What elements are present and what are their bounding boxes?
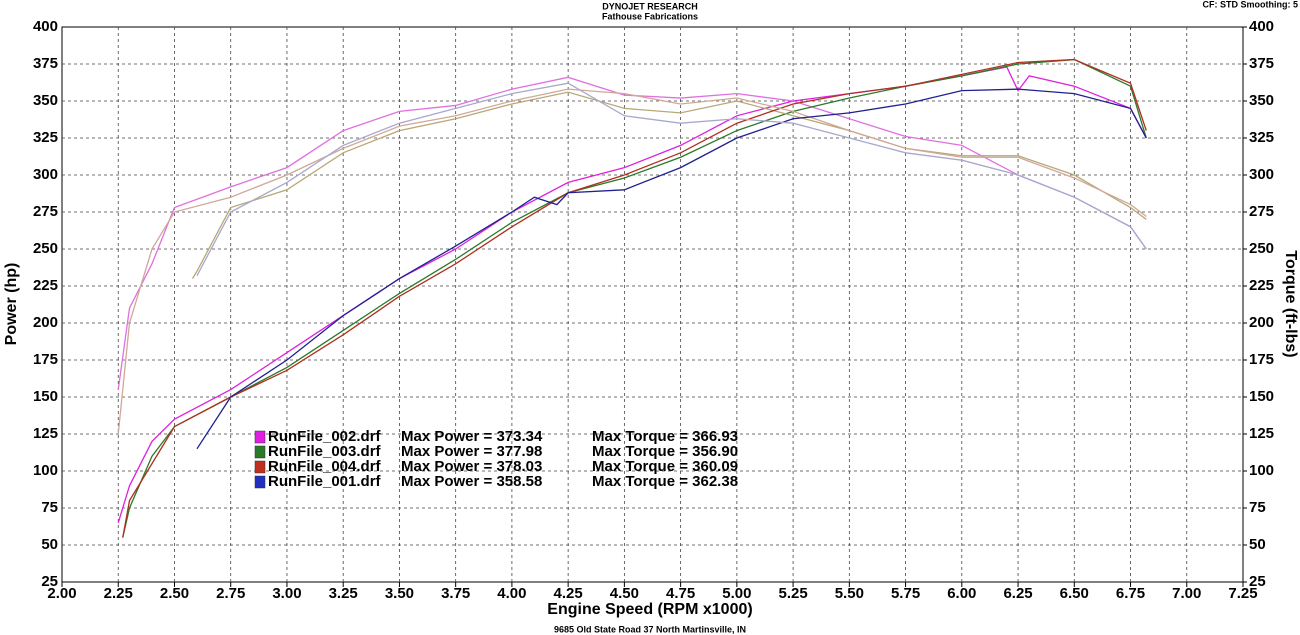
y2-tick-label: 150	[1249, 388, 1274, 405]
y2-tick-label: 200	[1249, 314, 1274, 331]
y2-tick-label: 25	[1249, 573, 1266, 590]
x-tick-label: 6.50	[1060, 585, 1089, 602]
y2-tick-label: 275	[1249, 203, 1274, 220]
company: DYNOJET RESEARCH	[602, 1, 698, 11]
customer: Fathouse Fabrications	[602, 11, 698, 21]
x-tick-label: 5.50	[835, 585, 864, 602]
y2-tick-label: 100	[1249, 462, 1274, 479]
settings: CF: STD Smoothing: 5	[1203, 0, 1299, 9]
legend-file: RunFile_004.drf	[268, 458, 382, 475]
legend-torque: Max Torque = 366.93	[592, 428, 738, 445]
y2-tick-label: 325	[1249, 129, 1274, 146]
x-tick-label: 4.00	[497, 585, 526, 602]
x-tick-label: 2.00	[47, 585, 76, 602]
plot-frame	[61, 26, 1244, 583]
torque-line	[117, 76, 1147, 390]
y2-tick-label: 250	[1249, 240, 1274, 257]
legend-torque: Max Torque = 362.38	[592, 473, 738, 490]
x-tick-label: 7.25	[1228, 585, 1257, 602]
y-tick-label: 325	[33, 129, 58, 146]
power-line	[196, 88, 1147, 450]
y2-tick-label: 350	[1249, 92, 1274, 109]
x-tick-label: 3.75	[441, 585, 470, 602]
y2-tick-label: 125	[1249, 425, 1274, 442]
x-tick-label: 5.00	[722, 585, 751, 602]
y-tick-label: 250	[33, 240, 58, 257]
y-tick-label: 275	[33, 203, 58, 220]
legend-power: Max Power = 373.34	[401, 428, 543, 445]
power-line	[122, 58, 1147, 538]
y-tick-label: 125	[33, 425, 58, 442]
legend-swatch	[254, 475, 266, 489]
y-tick-label: 50	[41, 536, 58, 553]
x-tick-label: 3.25	[329, 585, 358, 602]
x-tick-label: 4.75	[666, 585, 695, 602]
y-tick-label: 175	[33, 351, 58, 368]
legend-torque: Max Torque = 360.09	[592, 458, 738, 475]
legend-swatch	[254, 460, 266, 474]
y2-tick-label: 175	[1249, 351, 1274, 368]
y2-tick-label: 225	[1249, 277, 1274, 294]
torque-line	[191, 91, 1147, 279]
x-tick-label: 3.50	[385, 585, 414, 602]
x-tick-label: 6.75	[1116, 585, 1145, 602]
y2-tick-label: 300	[1249, 166, 1274, 183]
x-tick-label: 7.00	[1172, 585, 1201, 602]
x-tick-label: 6.00	[947, 585, 976, 602]
y-tick-label: 200	[33, 314, 58, 331]
legend-power: Max Power = 358.58	[401, 473, 542, 490]
y2-tick-label: 400	[1249, 18, 1274, 35]
y-tick-label: 300	[33, 166, 58, 183]
x-axis-title: Engine Speed (RPM x1000)	[547, 601, 752, 618]
legend-file: RunFile_002.drf	[268, 428, 382, 445]
x-tick-label: 4.50	[610, 585, 639, 602]
y-tick-label: 225	[33, 277, 58, 294]
x-tick-label: 2.25	[104, 585, 133, 602]
legend-file: RunFile_003.drf	[268, 443, 382, 460]
y-tick-label: 25	[41, 573, 58, 590]
x-tick-label: 6.25	[1003, 585, 1032, 602]
y-tick-label: 100	[33, 462, 58, 479]
legend-torque: Max Torque = 356.90	[592, 443, 738, 460]
legend-swatch	[254, 430, 266, 444]
x-tick-label: 5.75	[891, 585, 920, 602]
torque-line	[196, 82, 1147, 276]
legend-file: RunFile_001.drf	[268, 473, 382, 490]
legend-power: Max Power = 377.98	[401, 443, 542, 460]
footer: 9685 Old State Road 37 North Martinsvill…	[554, 624, 746, 634]
y2-axis-title: Torque (ft-lbs)	[1282, 250, 1299, 357]
y-tick-label: 375	[33, 55, 58, 72]
legend-swatch	[254, 445, 266, 459]
y-tick-label: 400	[33, 18, 58, 35]
y2-tick-label: 50	[1249, 536, 1266, 553]
x-tick-label: 5.25	[778, 585, 807, 602]
legend-power: Max Power = 378.03	[401, 458, 542, 475]
y-tick-label: 75	[41, 499, 58, 516]
x-tick-label: 3.00	[272, 585, 301, 602]
x-tick-label: 2.50	[160, 585, 189, 602]
power-line	[117, 66, 1147, 523]
y-axis-title: Power (hp)	[3, 263, 20, 346]
y-tick-label: 350	[33, 92, 58, 109]
y-tick-label: 150	[33, 388, 58, 405]
torque-line	[117, 88, 1147, 435]
x-tick-label: 4.25	[554, 585, 583, 602]
y2-tick-label: 75	[1249, 499, 1266, 516]
x-tick-label: 2.75	[216, 585, 245, 602]
y2-tick-label: 375	[1249, 55, 1274, 72]
